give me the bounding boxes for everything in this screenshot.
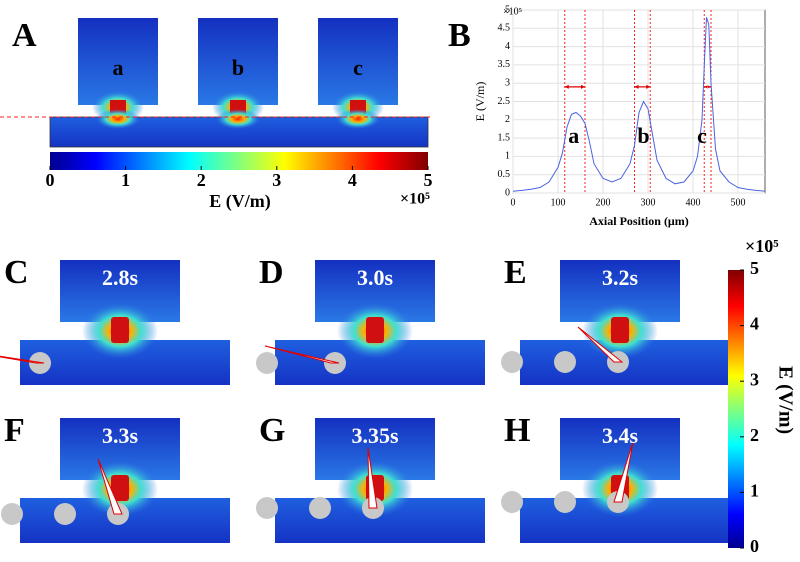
x-tick-label: 400 xyxy=(686,197,701,208)
panel-label: H xyxy=(504,412,530,449)
panel-label: E xyxy=(504,254,527,291)
region-annotation: c xyxy=(697,123,707,148)
particle xyxy=(54,503,76,525)
time-label: 2.8s xyxy=(102,265,139,290)
panel-label: G xyxy=(259,412,285,449)
colorbar-tick-label: 4 xyxy=(750,314,759,334)
force-arrow xyxy=(577,326,624,363)
y-tick-label: 2.5 xyxy=(498,96,511,107)
force-arrow xyxy=(0,355,45,364)
sim-panel: C 2.8s xyxy=(0,254,230,385)
colorbar-exponent: ×10⁵ xyxy=(400,191,430,208)
sim-panel: F 3.3s xyxy=(1,412,230,543)
gap xyxy=(111,317,129,343)
force-arrow xyxy=(264,345,340,364)
particle xyxy=(554,491,576,513)
y-tick-label: 1.5 xyxy=(498,132,511,143)
sim-panel: G 3.35s xyxy=(256,412,485,543)
field-hotspot xyxy=(216,109,260,129)
x-tick-label: 100 xyxy=(551,197,566,208)
particle xyxy=(309,497,331,519)
colorbar-label: E (V/m) xyxy=(774,366,796,434)
force-arrow xyxy=(367,447,378,509)
gap xyxy=(611,317,629,343)
region-annotation: b xyxy=(637,123,649,148)
panel-label: A xyxy=(12,17,37,54)
colorbar-tick-label: 2 xyxy=(197,170,206,190)
particle xyxy=(554,351,576,373)
colorbar-tick-label: 3 xyxy=(272,170,281,190)
electrode-label: b xyxy=(232,55,244,80)
data-line xyxy=(512,17,766,192)
x-tick-label: 300 xyxy=(641,197,656,208)
arrow-head xyxy=(704,84,711,89)
particle xyxy=(256,497,278,519)
electrode xyxy=(78,18,158,105)
arrow-head xyxy=(634,84,651,89)
colorbar-tick-label: 5 xyxy=(424,170,433,190)
electrode-label: a xyxy=(113,55,124,80)
x-tick-label: 200 xyxy=(596,197,611,208)
field-hotspot xyxy=(336,109,380,129)
time-label: 3.4s xyxy=(602,423,639,448)
y-tick-label: 0.5 xyxy=(498,169,511,180)
sim-panel: H 3.4s xyxy=(501,412,730,543)
y-axis-label: E (V/m) xyxy=(473,82,487,122)
time-label: 3.2s xyxy=(602,265,639,290)
root: Aa b c 0 1 2 3 4 5 E (V/m) ×10⁵ B 0 0.5 1 1.5 2 2.5 3 3.5 4 4… xyxy=(0,4,796,556)
y-tick-label: 2 xyxy=(505,114,510,125)
gap xyxy=(366,317,384,343)
field-hotspot xyxy=(96,109,140,129)
particle xyxy=(501,351,523,373)
colorbar-tick-label: 0 xyxy=(46,170,55,190)
time-label: 3.35s xyxy=(351,423,399,448)
sim-panel: D 3.0s xyxy=(256,254,485,385)
panel-label: D xyxy=(259,254,284,291)
x-tick-label: 500 xyxy=(731,197,746,208)
colorbar-tick-label: 3 xyxy=(750,369,759,389)
sim-panel: E 3.2s xyxy=(501,254,730,385)
electrode xyxy=(198,18,278,105)
colorbar-tick-label: 5 xyxy=(750,258,759,278)
colorbar xyxy=(728,270,744,548)
time-label: 3.3s xyxy=(102,423,139,448)
x-axis-label: Axial Position (μm) xyxy=(589,214,688,228)
time-label: 3.0s xyxy=(357,265,394,290)
colorbar-tick-label: 2 xyxy=(750,425,759,445)
colorbar-exponent: ×10⁵ xyxy=(745,236,779,256)
panel-label: C xyxy=(4,254,29,291)
colorbar-tick-label: 4 xyxy=(348,170,357,190)
colorbar-tick-label: 1 xyxy=(121,170,130,190)
panel-label: F xyxy=(4,412,25,449)
y-tick-label: 5 xyxy=(505,4,510,15)
panel-label: B xyxy=(448,17,471,54)
colorbar-tick-label: 0 xyxy=(750,536,759,556)
particle xyxy=(256,352,278,374)
electrode xyxy=(318,18,398,105)
y-exponent: ×10⁵ xyxy=(503,6,522,17)
y-tick-label: 3 xyxy=(505,77,510,88)
particle xyxy=(1,503,23,525)
force-arrow xyxy=(97,458,123,515)
colorbar xyxy=(50,152,428,170)
y-tick-label: 3.5 xyxy=(498,59,511,70)
y-tick-label: 1 xyxy=(505,151,510,162)
y-tick-label: 0 xyxy=(505,187,510,198)
region-annotation: a xyxy=(568,123,579,148)
colorbar-tick-label: 1 xyxy=(750,481,759,501)
electrode-label: c xyxy=(353,55,363,80)
colorbar-label: E (V/m) xyxy=(209,191,271,212)
x-tick-label: 0 xyxy=(511,197,516,208)
y-tick-label: 4.5 xyxy=(498,23,511,34)
y-tick-label: 4 xyxy=(505,41,510,52)
force-arrow xyxy=(613,441,634,503)
particle xyxy=(501,491,523,513)
gap xyxy=(111,475,129,501)
